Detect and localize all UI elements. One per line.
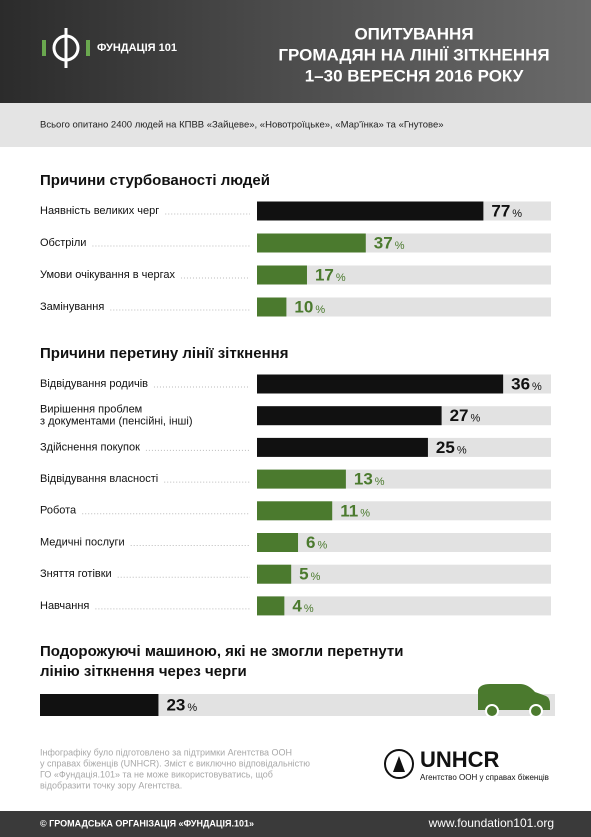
bar [257,406,442,426]
bar-track [40,694,555,716]
bar [257,437,428,457]
value-label: 11 [340,501,358,520]
logo-mark [42,40,46,56]
bar-track [257,265,551,285]
category-label: Умови очікування в чергах [40,269,175,281]
value-label: 25 [436,438,455,457]
bar [257,501,333,521]
section-title: лінію зіткнення через черги [40,663,247,680]
title: ОПИТУВАННЯ [354,24,473,43]
value-unit: % [471,413,481,425]
subtitle-band [0,103,591,147]
category-label: Вирішення проблем [40,404,142,416]
value-label: 37 [374,233,393,252]
footer-note: Інфографіку було підготовлено за підтрим… [40,747,292,757]
section-title: Подорожуючі машиною, які не змогли перет… [40,643,403,660]
bar [257,533,299,552]
value-unit: % [311,571,321,583]
category-label: Робота [40,505,77,517]
value-unit: % [512,208,522,220]
car-wheel [529,704,543,718]
bar [257,201,484,221]
unhcr-name: UNHCR [420,747,500,772]
category-label: Замінування [40,301,104,313]
category-label: Медичні послуги [40,536,125,548]
section-title: Причини стурбованості людей [40,172,270,189]
category-label: Наявність великих черг [40,205,159,217]
value-unit: % [315,304,325,316]
car-icon [478,684,550,718]
value-label: 5 [299,565,308,584]
logo [42,28,90,68]
footer-band [0,811,591,837]
footer-note: у справах біженців (UNHCR). Зміст є викл… [40,758,310,768]
bar [257,233,366,253]
value-label: 23 [166,695,185,714]
copyright: © ГРОМАДСЬКА ОРГАНІЗАЦІЯ «ФУНДАЦІЯ.101» [40,818,254,828]
value-label: 17 [315,265,334,284]
car-wheel [485,704,499,718]
bar-track [257,297,551,317]
title: ГРОМАДЯН НА ЛІНІЇ ЗІТКНЕННЯ [278,45,549,64]
value-unit: % [317,539,327,551]
value-label: 27 [450,406,469,425]
section-title: Причини перетину лінії зіткнення [40,345,288,362]
url[interactable]: www.foundation101.org [428,816,554,830]
bar [257,265,307,285]
bar-track [257,564,551,584]
value-label: 10 [294,297,313,316]
title: 1–30 ВЕРЕСНЯ 2016 РОКУ [305,66,524,85]
logo-text: ФУНДАЦІЯ 101 [97,42,177,54]
value-label: 4 [292,596,302,615]
category-label: Зняття готівки [40,568,112,580]
unhcr-logo [384,749,414,779]
bar [257,297,287,317]
category-label: з документами (пенсійні, інші) [40,416,192,428]
value-label: 77 [491,201,510,220]
unhcr-emblem [393,756,405,772]
value-unit: % [395,240,405,252]
bar [257,564,292,584]
value-unit: % [457,444,467,456]
logo-mark [86,40,90,56]
category-label: Здійснення покупок [40,441,140,453]
bar [257,469,346,489]
category-label: Відвідування власності [40,473,158,485]
category-label: Обстріли [40,237,86,249]
unhcr-sub: Агентство ООН у справах біженців [420,773,549,782]
bar [257,596,285,616]
bar [257,374,504,394]
car-body [478,684,550,710]
header-band [0,0,591,103]
value-unit: % [375,476,385,488]
category-label: Навчання [40,600,89,612]
unhcr-emblem [384,749,414,779]
value-unit: % [336,272,346,284]
category-label: Відвідування родичів [40,378,148,390]
value-unit: % [304,603,314,615]
footer-note: ГО «Фундація.101» та не може використову… [40,769,273,779]
value-label: 13 [354,470,373,489]
value-unit: % [360,508,370,520]
value-unit: % [187,702,197,714]
subtitle: Всього опитано 2400 людей на КПВВ «Зайце… [40,120,444,131]
bar-track [257,533,551,552]
value-label: 6 [306,533,315,552]
footer-note: відобразити точку зору Агентства. [40,780,182,790]
value-label: 36 [511,374,530,393]
bar-track [257,596,551,616]
value-unit: % [532,381,542,393]
bar [40,694,159,716]
